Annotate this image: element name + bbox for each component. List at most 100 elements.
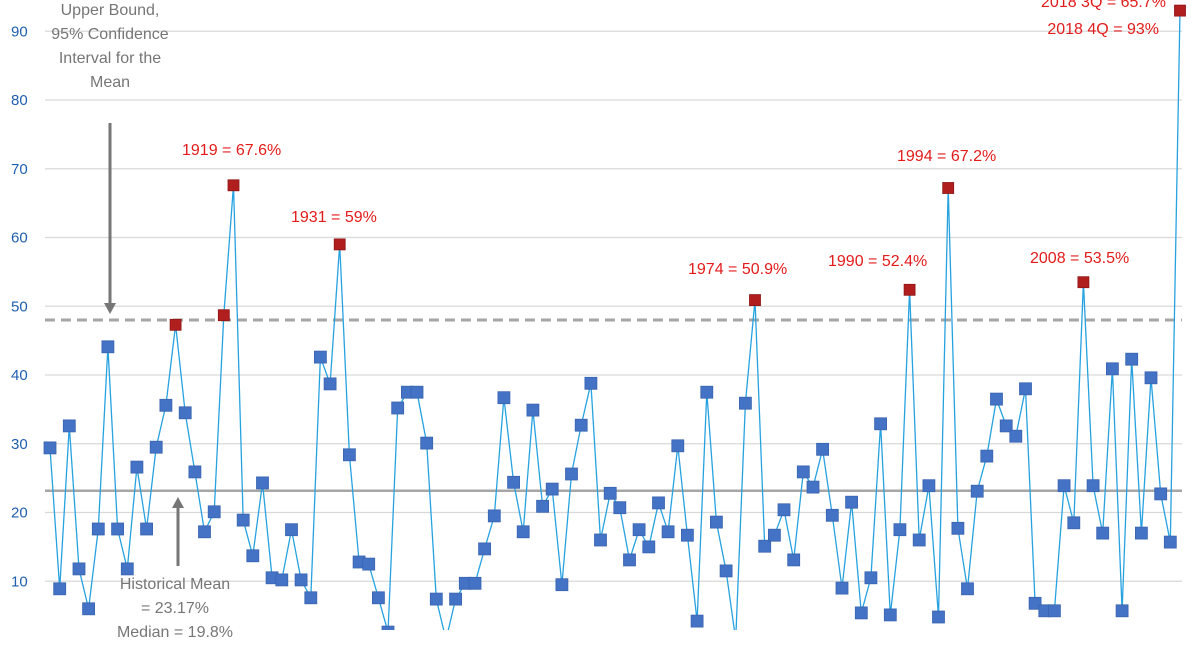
data-point: [671, 439, 685, 453]
data-point: [816, 442, 829, 456]
data-point: [313, 350, 327, 364]
data-point: [922, 479, 936, 493]
data-point: [420, 436, 434, 450]
upper-bound-line-2: 95% Confidence: [51, 26, 169, 43]
data-point: [487, 509, 501, 523]
data-point: [990, 392, 1003, 406]
y-tick-90: 90: [11, 23, 28, 40]
data-point: [545, 482, 559, 496]
data-point: [478, 542, 492, 556]
data-point: [574, 418, 588, 432]
data-point: [304, 591, 318, 605]
data-point: [796, 465, 810, 479]
data-point: [275, 573, 289, 587]
peak-label: 1994 = 67.2%: [897, 148, 996, 165]
data-point: [594, 533, 607, 547]
annotation-arrows: [104, 123, 184, 566]
data-point: [497, 391, 511, 405]
highlight-data-point: [942, 182, 955, 194]
upper-bound-line-1: Upper Bound,: [60, 2, 160, 19]
data-point: [1028, 596, 1042, 610]
data-point: [787, 553, 801, 567]
peak-annotations: 1919 = 67.6% 1931 = 59% 1974 = 50.9% 1990 =…: [182, 0, 1166, 278]
peak-label: 2018 4Q = 93%: [1047, 21, 1159, 38]
data-point: [710, 515, 723, 529]
data-point: [1154, 487, 1168, 501]
data-point: [391, 401, 405, 415]
data-point: [864, 571, 878, 585]
data-point: [555, 578, 569, 592]
data-point: [256, 476, 269, 490]
data-point: [111, 522, 124, 536]
data-point: [1144, 371, 1158, 385]
data-point: [845, 495, 858, 509]
data-point: [825, 508, 839, 522]
data-point: [893, 523, 907, 537]
data-point: [777, 503, 791, 517]
peak-label: 2008 = 53.5%: [1030, 250, 1129, 267]
data-point: [1019, 382, 1032, 396]
y-tick-70: 70: [11, 161, 28, 178]
y-tick-40: 40: [11, 367, 28, 384]
highlight-data-point: [217, 309, 230, 322]
data-point: [236, 513, 250, 527]
data-point: [652, 496, 665, 510]
data-point: [91, 522, 105, 536]
data-point: [526, 403, 540, 417]
data-point: [342, 448, 356, 462]
data-point: [1125, 352, 1139, 366]
data-point: [951, 521, 965, 535]
data-point: [468, 576, 482, 590]
data-point: [835, 581, 849, 595]
data-point: [690, 614, 704, 628]
data-point: [429, 592, 443, 606]
data-point: [999, 419, 1013, 433]
data-point: [140, 522, 154, 536]
peak-label: 1990 = 52.4%: [828, 253, 927, 270]
data-point: [912, 533, 926, 547]
data-point: [188, 465, 202, 479]
data-point: [101, 340, 115, 354]
data-point: [1106, 362, 1119, 376]
highlight-data-point: [1077, 276, 1090, 289]
y-tick-10: 10: [11, 573, 28, 590]
data-point: [613, 501, 627, 515]
data-point: [1048, 604, 1061, 618]
data-point: [565, 467, 578, 481]
data-point: [449, 592, 463, 606]
data-point: [632, 523, 646, 537]
data-point: [758, 539, 772, 553]
upper-bound-line-3: Interval for the: [58, 50, 162, 67]
peak-label: 1919 = 67.6%: [182, 142, 281, 159]
y-tick-50: 50: [11, 298, 28, 315]
data-point: [980, 449, 994, 463]
data-point: [43, 441, 57, 455]
y-tick-20: 20: [11, 505, 28, 522]
data-point: [130, 460, 144, 474]
data-point-markers: [43, 4, 1186, 645]
data-point: [961, 582, 974, 596]
data-point: [198, 525, 211, 539]
data-point: [1096, 526, 1110, 540]
data-point: [178, 406, 192, 420]
data-point: [246, 549, 260, 563]
data-point: [72, 562, 86, 576]
mean-line-2: = 23.17%: [140, 600, 210, 617]
data-point: [516, 525, 530, 539]
data-point: [536, 499, 549, 513]
data-point: [62, 419, 76, 433]
data-point: [806, 480, 820, 494]
data-point: [603, 486, 617, 500]
historical-mean-annotation: Historical Mean = 23.17% Median = 19.8%: [100, 573, 250, 645]
highlight-data-point: [227, 179, 240, 192]
upper-bound-annotation: Upper Bound, 95% Confidence Interval for…: [30, 0, 190, 95]
highlight-data-point: [749, 294, 761, 307]
data-point: [661, 525, 675, 539]
data-point: [681, 528, 694, 542]
data-point: [507, 475, 521, 489]
mean-line-1: Historical Mean: [119, 576, 231, 593]
peak-label: 1931 = 59%: [291, 209, 377, 226]
highlight-data-point: [903, 283, 916, 296]
data-point: [1057, 479, 1071, 493]
data-point: [642, 540, 656, 554]
